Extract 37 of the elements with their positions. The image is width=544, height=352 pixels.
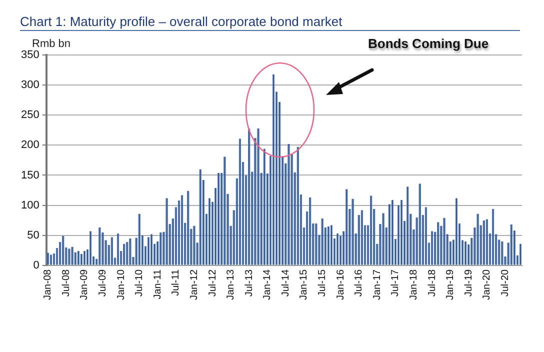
y-tick-label: 0 [33, 259, 40, 272]
x-tick-label: Jul-11 [170, 268, 182, 296]
x-tick-label: Jul-13 [244, 269, 255, 297]
x-tick-label: Jan-09 [79, 268, 90, 300]
x-tick-label: Jul-15 [317, 269, 328, 297]
x-tick-label: Jul-08 [60, 269, 72, 297]
x-tick-label: Jan-14 [262, 268, 274, 300]
x-tick-label: Jan-20 [482, 268, 493, 300]
y-axis-title: Rmb bn [32, 38, 71, 50]
y-tick-label: 150 [20, 169, 40, 182]
y-tick-label: 250 [20, 109, 40, 122]
x-tick-label: Jul-17 [390, 269, 402, 297]
x-tick-label: Jul-09 [98, 269, 109, 297]
x-tick-label: Jan-12 [188, 268, 200, 300]
x-tick-label: Jul-16 [354, 269, 365, 297]
x-tick-label: Jul-19 [463, 269, 474, 297]
x-tick-label: Jan-17 [372, 268, 383, 300]
x-tick-label: Jan-13 [226, 268, 237, 300]
y-tick-label: 50 [27, 229, 40, 242]
x-tick-label: Jan-19 [445, 268, 456, 300]
chart-title: Chart 1: Maturity profile – overall corporate bond market [20, 14, 520, 31]
x-tick-label: Jan-08 [42, 268, 54, 300]
x-tick-label: Jul-20 [500, 269, 511, 297]
x-tick-label: Jan-16 [335, 268, 346, 300]
y-tick-label: 100 [20, 199, 40, 212]
x-tick-label: Jan-15 [298, 268, 310, 300]
x-tick-label: Jul-12 [207, 269, 218, 297]
x-tick-label: Jan-18 [408, 268, 420, 300]
x-tick-label: Jul-14 [280, 269, 292, 297]
x-tick-label: Jan-10 [116, 268, 127, 300]
y-tick-label: 200 [20, 139, 40, 152]
x-tick-label: Jul-18 [426, 269, 438, 297]
x-tick-label: Jan-11 [152, 268, 164, 300]
text: Bonds Coming Due [368, 36, 489, 51]
y-tick-label: 300 [20, 79, 40, 92]
y-tick-label: 350 [20, 49, 40, 62]
x-tick-label: Jul-10 [134, 269, 146, 297]
